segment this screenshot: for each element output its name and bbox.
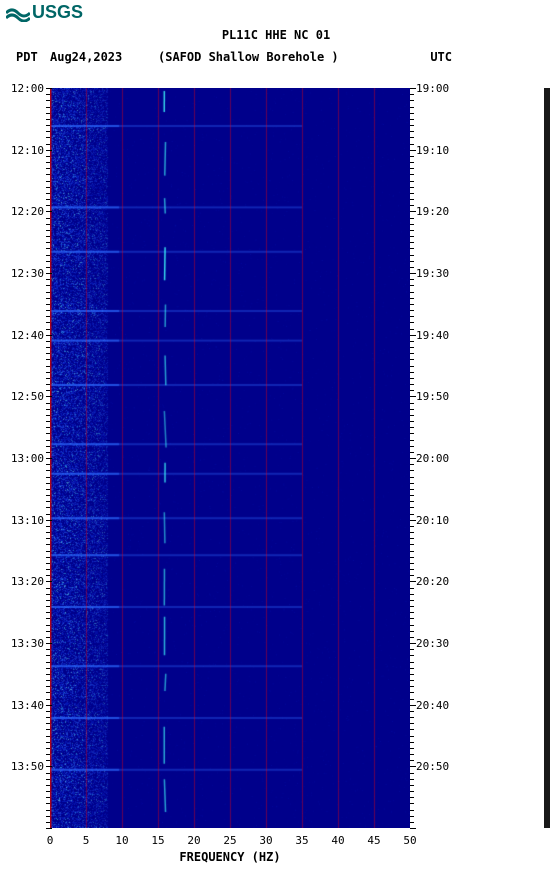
- x-tick-label: 30: [259, 834, 272, 847]
- y-left-label: 12:00: [11, 82, 44, 95]
- y-right-label: 20:20: [416, 575, 449, 588]
- y-right-label: 19:10: [416, 144, 449, 157]
- y-right-label: 20:30: [416, 637, 449, 650]
- tick-marks-left: [46, 88, 50, 828]
- y-left-label: 13:40: [11, 699, 44, 712]
- y-right-label: 20:00: [416, 452, 449, 465]
- spectrogram-plot: [50, 88, 410, 828]
- x-tick-label: 5: [83, 834, 90, 847]
- y-right-label: 19:40: [416, 329, 449, 342]
- y-left-label: 12:20: [11, 205, 44, 218]
- x-tick-label: 25: [223, 834, 236, 847]
- x-tick-label: 35: [295, 834, 308, 847]
- y-left-label: 13:50: [11, 760, 44, 773]
- y-right-label: 19:00: [416, 82, 449, 95]
- x-tick-label: 50: [403, 834, 416, 847]
- amplitude-strip: [544, 88, 550, 828]
- timezone-right: UTC: [430, 50, 452, 64]
- y-axis-left: 12:0012:1012:2012:3012:4012:5013:0013:10…: [0, 88, 48, 828]
- y-left-label: 13:00: [11, 452, 44, 465]
- y-right-label: 19:30: [416, 267, 449, 280]
- y-right-label: 20:40: [416, 699, 449, 712]
- x-tick-label: 45: [367, 834, 380, 847]
- x-tick-label: 15: [151, 834, 164, 847]
- logo-text: USGS: [32, 2, 83, 23]
- spectrogram-canvas: [50, 88, 410, 828]
- date-label: Aug24,2023: [50, 50, 122, 64]
- y-right-label: 20:10: [416, 514, 449, 527]
- y-left-label: 12:10: [11, 144, 44, 157]
- y-left-label: 13:30: [11, 637, 44, 650]
- y-left-label: 12:50: [11, 390, 44, 403]
- y-left-label: 12:30: [11, 267, 44, 280]
- chart-title: PL11C HHE NC 01: [0, 28, 552, 42]
- timezone-left: PDT: [16, 50, 38, 64]
- y-right-label: 19:20: [416, 205, 449, 218]
- x-axis-title: FREQUENCY (HZ): [50, 850, 410, 864]
- usgs-logo: USGS: [6, 2, 83, 23]
- y-left-label: 13:20: [11, 575, 44, 588]
- y-left-label: 13:10: [11, 514, 44, 527]
- y-left-label: 12:40: [11, 329, 44, 342]
- x-tick-label: 0: [47, 834, 54, 847]
- x-tick-label: 10: [115, 834, 128, 847]
- y-right-label: 20:50: [416, 760, 449, 773]
- subtitle: (SAFOD Shallow Borehole ): [158, 50, 339, 64]
- title-line-1: PL11C HHE NC 01: [0, 28, 552, 42]
- x-tick-label: 20: [187, 834, 200, 847]
- x-tick-label: 40: [331, 834, 344, 847]
- y-axis-right: 19:0019:1019:2019:3019:4019:5020:0020:10…: [410, 88, 470, 828]
- tick-marks-right: [410, 88, 414, 828]
- y-right-label: 19:50: [416, 390, 449, 403]
- x-axis: FREQUENCY (HZ) 05101520253035404550: [50, 828, 410, 868]
